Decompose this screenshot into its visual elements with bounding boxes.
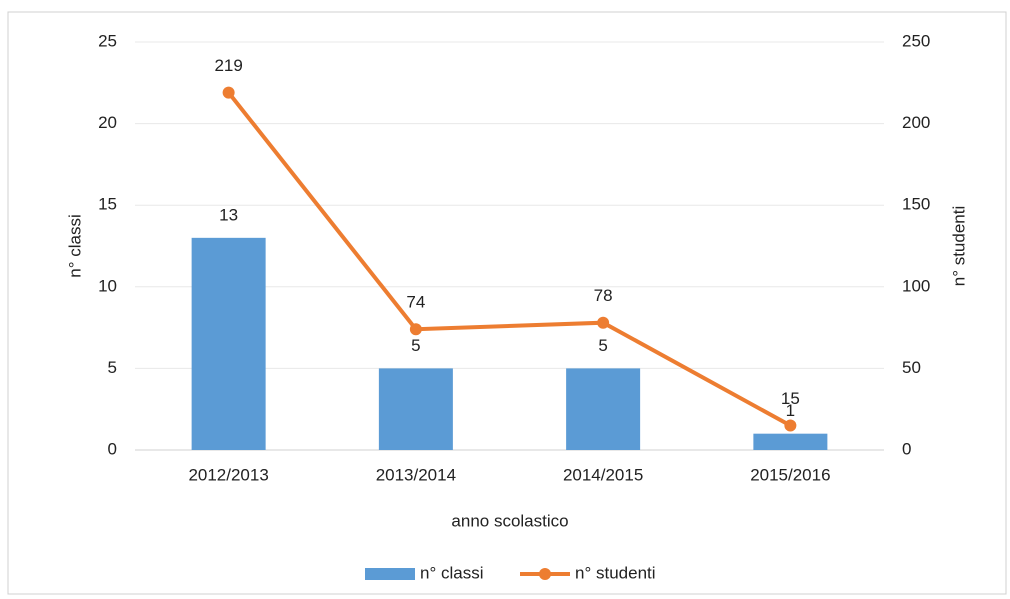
y-tick-label: 20 (98, 113, 117, 132)
y2-axis-label: n° studenti (949, 206, 968, 287)
y-tick-label: 0 (108, 439, 117, 458)
legend-label: n° studenti (575, 563, 656, 582)
x-tick-label: 2014/2015 (563, 465, 643, 484)
y2-tick-label: 200 (902, 113, 930, 132)
y2-tick-label: 100 (902, 276, 930, 295)
bar-value-label: 1 (786, 401, 795, 420)
legend-swatch-marker (539, 568, 551, 580)
bar (378, 368, 453, 450)
bar (191, 237, 266, 450)
y2-tick-label: 50 (902, 358, 921, 377)
x-tick-label: 2015/2016 (750, 465, 830, 484)
y-axis-label: n° classi (65, 214, 84, 277)
line-value-label: 74 (406, 293, 425, 312)
x-tick-label: 2013/2014 (376, 465, 456, 484)
line-value-label: 219 (214, 56, 242, 75)
chart-frame (7, 11, 1007, 595)
line (227, 91, 792, 428)
bar-value-label: 5 (598, 336, 607, 355)
bar-value-label: 5 (411, 336, 420, 355)
y-tick-label: 10 (98, 276, 117, 295)
line-value-label: 15 (781, 389, 800, 408)
bar (753, 433, 828, 450)
legend-swatch (365, 568, 415, 580)
y2-tick-label: 150 (902, 195, 930, 214)
bar-value-label: 13 (219, 205, 238, 224)
line-value-label: 78 (594, 286, 613, 305)
line-marker (784, 419, 797, 432)
y-tick-label: 5 (108, 358, 117, 377)
x-tick-label: 2012/2013 (188, 465, 268, 484)
legend-label: n° classi (420, 563, 483, 582)
y-tick-label: 25 (98, 31, 117, 50)
line-marker (409, 323, 422, 336)
x-axis-label: anno scolastico (451, 511, 568, 530)
bar (566, 368, 641, 450)
line-marker (597, 316, 610, 329)
line-marker (222, 86, 235, 99)
y-tick-label: 15 (98, 195, 117, 214)
y2-tick-label: 0 (902, 439, 911, 458)
y2-tick-label: 250 (902, 31, 930, 50)
